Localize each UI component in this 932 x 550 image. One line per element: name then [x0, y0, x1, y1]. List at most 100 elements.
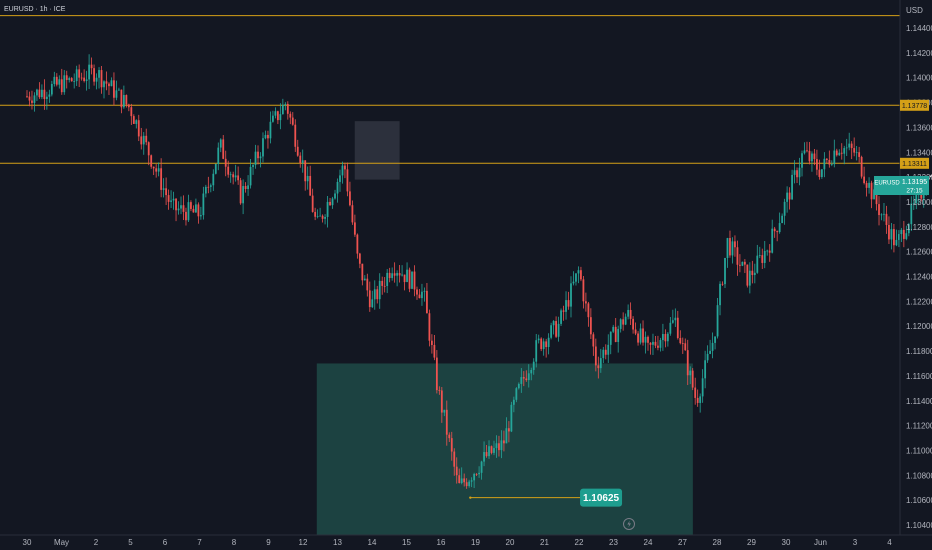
price-axis[interactable]: 1.144001.142001.140001.138001.136001.134…	[906, 24, 932, 530]
candle-body	[28, 96, 31, 101]
candle-body	[135, 120, 138, 124]
candle-body	[428, 313, 431, 341]
candle-body	[540, 338, 543, 350]
x-tick-label: 28	[713, 538, 722, 547]
candle-body	[858, 152, 861, 157]
candle-body	[557, 323, 560, 337]
x-tick-label: 24	[644, 538, 653, 547]
candle-body	[781, 215, 784, 224]
y-tick-label: 1.11400	[906, 397, 932, 406]
y-tick-label: 1.12600	[906, 248, 932, 257]
candle-body	[582, 279, 585, 302]
candle-body	[192, 208, 195, 213]
candle-body	[689, 370, 692, 376]
candle-body	[65, 75, 68, 80]
candle-body	[498, 443, 500, 451]
candle-body	[438, 390, 441, 391]
candle-body	[642, 328, 644, 343]
candle-body	[791, 174, 793, 200]
candle-body	[550, 325, 553, 338]
candle-body	[709, 350, 711, 354]
candle-body	[602, 349, 605, 359]
candle-body	[406, 269, 408, 283]
candle-body	[470, 480, 473, 482]
candle-body	[739, 264, 741, 266]
candle-body	[339, 175, 341, 182]
candle-body	[378, 280, 381, 300]
candle-body	[751, 270, 754, 276]
candle-body	[157, 168, 160, 172]
candle-body	[68, 78, 71, 80]
candle-body	[311, 195, 314, 212]
candle-body	[880, 214, 883, 216]
candle-body	[878, 204, 880, 216]
candle-body	[746, 264, 749, 286]
candle-body	[835, 150, 838, 156]
candle-body	[828, 159, 831, 165]
candle-body	[783, 201, 786, 216]
candle-body	[654, 341, 657, 346]
x-tick-label: 22	[575, 538, 584, 547]
candle-body	[853, 148, 856, 153]
candle-body	[530, 369, 533, 374]
candle-body	[284, 103, 287, 105]
time-axis[interactable]: 30 May 2 5 6 7 8 9 12 13 14 15 16 19 20 21 22 23 24 27 28 29 3…	[23, 538, 893, 547]
candle-body	[545, 341, 548, 348]
candle-body	[209, 185, 212, 187]
candle-body	[448, 434, 451, 439]
candle-body	[711, 342, 714, 351]
candle-body	[408, 269, 411, 289]
candle-body	[122, 95, 125, 108]
candle-body	[167, 195, 170, 202]
candle-body	[383, 285, 386, 287]
candle-body	[165, 188, 168, 196]
candle-body	[349, 191, 351, 206]
candle-body	[346, 169, 349, 192]
candle-body	[224, 158, 227, 167]
candle-body	[105, 81, 108, 84]
candle-body	[768, 250, 771, 253]
candle-body	[43, 89, 46, 100]
candle-body	[716, 305, 719, 337]
candle-body	[522, 377, 525, 379]
x-tick-label: 15	[402, 538, 411, 547]
candle-body	[202, 193, 205, 216]
candle-body	[83, 77, 86, 81]
x-tick-label: 3	[853, 538, 858, 547]
symbol-title: EURUSD · 1h · ICE	[4, 6, 66, 13]
level-labels: 1.13778 1.13311	[900, 99, 929, 169]
candle-body	[547, 337, 550, 348]
candle-body	[483, 452, 485, 462]
candle-body	[58, 79, 61, 85]
candle-body	[95, 77, 98, 82]
candle-body	[468, 481, 471, 487]
candle-body	[535, 340, 538, 362]
candle-body	[204, 186, 207, 194]
target-badge[interactable]	[580, 488, 623, 507]
candle-body	[644, 336, 647, 343]
candle-body	[870, 182, 873, 200]
candle-body	[915, 194, 918, 203]
candle-body	[110, 80, 113, 87]
y-tick-label: 1.13400	[906, 148, 932, 157]
lightning-icon[interactable]	[623, 518, 635, 530]
candle-body	[93, 68, 95, 82]
candle-body	[316, 216, 319, 217]
candle-body	[778, 223, 781, 233]
candle-body	[659, 340, 662, 348]
candle-body	[912, 202, 915, 204]
candle-body	[493, 448, 495, 453]
candle-body	[714, 336, 716, 343]
candle-body	[118, 89, 120, 91]
candle-body	[771, 228, 774, 253]
candle-body	[910, 203, 913, 225]
candle-body	[433, 344, 436, 358]
candle-body	[443, 409, 446, 413]
candle-body	[41, 89, 43, 98]
candle-body	[356, 234, 359, 254]
candle-body	[808, 150, 811, 162]
candle-body	[63, 75, 66, 93]
candle-body	[403, 274, 406, 283]
